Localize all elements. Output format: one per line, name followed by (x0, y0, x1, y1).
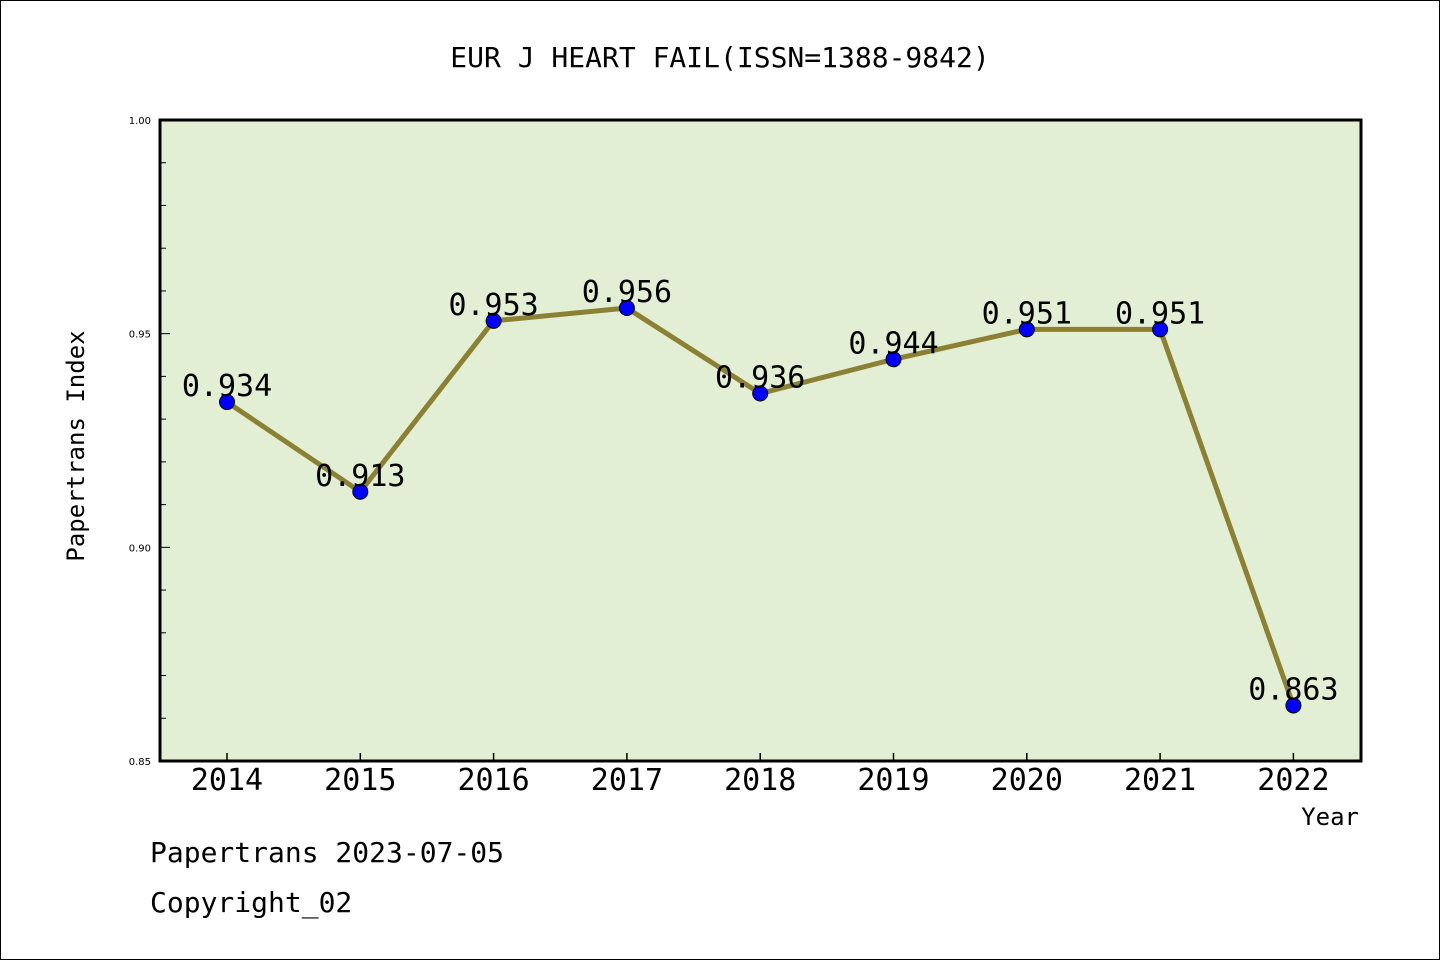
data-point (352, 483, 369, 500)
data-label: 0.863 (1248, 672, 1338, 707)
data-label: 0.956 (582, 275, 672, 310)
x-tick-label: 2021 (1124, 763, 1196, 798)
y-tick-label: 0.90 (129, 543, 151, 554)
x-axis: 2014 2015 2016 2017 2018 2019 2020 2021 2022 (191, 753, 1330, 798)
data-label: 0.951 (1115, 296, 1205, 331)
y-axis: 0.85 0.90 0.95 1.00 (129, 116, 170, 768)
y-tick-label: 1.00 (129, 116, 151, 127)
x-tick-label: 2022 (1257, 763, 1329, 798)
data-point (1285, 697, 1302, 714)
data-label: 0.934 (182, 369, 272, 404)
y-tick-label: 0.85 (129, 757, 151, 768)
y-tick-label: 0.95 (129, 330, 151, 341)
data-label: 0.944 (848, 326, 938, 361)
chart-title: EUR J HEART FAIL(ISSN=1388-9842) (450, 41, 989, 74)
x-tick-label: 2017 (591, 763, 663, 798)
data-point (485, 312, 502, 329)
data-point (1018, 321, 1035, 338)
x-tick-label: 2018 (724, 763, 796, 798)
x-tick-label: 2016 (457, 763, 529, 798)
data-label: 0.951 (982, 296, 1072, 331)
data-label: 0.936 (715, 360, 805, 395)
data-point (885, 351, 902, 368)
data-point (1152, 321, 1169, 338)
data-labels: 0.934 0.913 0.953 0.956 0.936 0.944 0.951 0.951… (182, 275, 1339, 707)
y-axis-label: Papertrans Index (62, 330, 90, 561)
footer-copyright: Copyright_02 (150, 886, 353, 919)
x-axis-label: Year (1301, 803, 1359, 831)
plot-area (158, 118, 1363, 763)
data-label: 0.913 (315, 459, 405, 494)
x-tick-label: 2019 (857, 763, 929, 798)
x-tick-label: 2015 (324, 763, 396, 798)
x-tick-label: 2020 (991, 763, 1063, 798)
footer-date: Papertrans 2023-07-05 (150, 836, 505, 869)
data-point (618, 300, 635, 317)
x-tick-label: 2014 (191, 763, 263, 798)
data-point (219, 394, 235, 411)
data-points (219, 300, 1302, 714)
data-label: 0.953 (448, 288, 538, 323)
data-point (752, 385, 769, 402)
